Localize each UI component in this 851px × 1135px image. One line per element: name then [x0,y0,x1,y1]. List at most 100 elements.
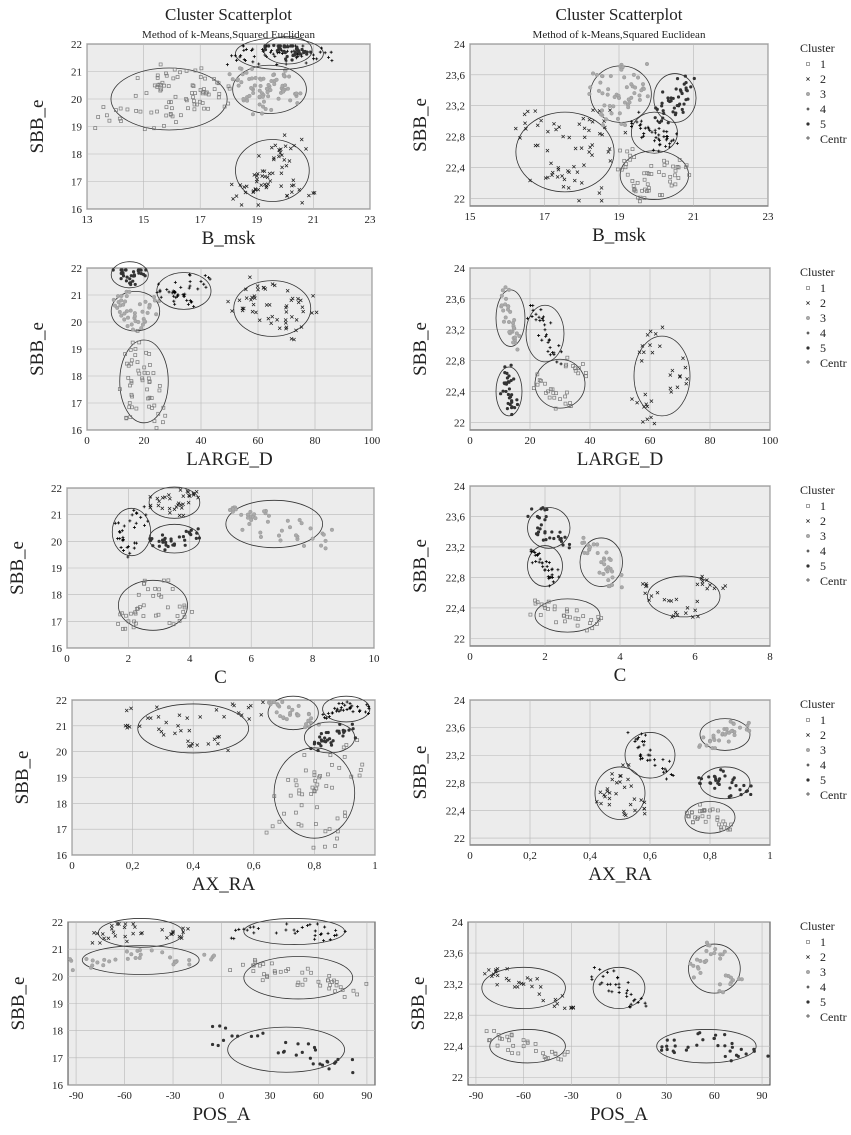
point-marker [300,54,304,58]
point-marker [146,519,150,523]
point-marker [284,163,289,168]
point-marker [674,111,678,115]
point-marker [265,519,270,524]
y-tick-label: 19 [51,563,63,575]
point-marker [681,110,685,114]
point-marker [252,512,257,517]
point-marker [122,548,126,552]
point-marker [548,536,552,540]
y-tick-label: 23,6 [444,948,464,960]
point-marker [240,308,245,313]
point-marker [121,538,125,542]
point-marker [330,763,334,767]
point-marker [179,936,184,940]
point-marker [626,981,630,985]
point-marker [608,108,612,113]
point-marker [187,493,191,498]
y-tick-label: 22 [51,483,62,495]
point-marker [165,935,169,940]
point-marker [563,535,567,539]
point-marker [716,738,722,743]
point-marker [270,171,275,176]
point-marker [661,173,666,177]
point-marker [742,783,746,788]
point-marker [588,621,592,625]
point-marker [292,143,296,148]
point-marker [598,790,603,795]
y-tick-label: 22 [454,833,465,845]
point-marker [561,184,566,189]
point-marker [294,810,298,815]
point-marker [666,98,671,103]
point-marker [267,44,271,48]
point-marker [167,955,173,960]
point-marker [145,387,149,392]
point-marker [119,271,123,275]
point-marker [123,352,128,356]
point-marker [250,309,255,314]
point-marker [713,1033,718,1037]
point-marker [530,984,534,989]
point-marker [492,1029,496,1033]
y-tick-label: 18 [51,590,63,602]
point-marker [270,282,275,287]
point-marker [540,316,544,320]
y-tick-label: 24 [454,695,466,707]
point-marker [203,274,207,278]
point-marker [119,545,123,549]
point-marker [135,360,140,364]
legend-marker [806,360,810,364]
point-marker [182,605,187,610]
point-marker [167,290,171,294]
point-marker [226,101,231,106]
point-marker [67,957,73,962]
point-marker [252,55,256,59]
point-marker [579,181,584,185]
point-marker [633,85,638,90]
point-marker [640,136,644,140]
point-marker [186,500,191,505]
point-marker [707,775,711,779]
y-tick-label: 23,6 [446,511,466,523]
point-marker [187,957,192,963]
point-marker [283,83,288,88]
y-tick-label: 22,4 [446,162,466,174]
y-tick-label: 18 [71,371,83,383]
point-marker [215,735,220,740]
point-marker [673,610,678,615]
cluster-outline [111,507,152,557]
point-marker [304,61,308,65]
point-marker [90,963,95,968]
point-marker [539,602,544,607]
point-marker [594,799,599,804]
x-tick-label: 21 [688,211,699,223]
point-marker [674,597,679,602]
point-marker [241,962,245,967]
point-marker [617,986,621,990]
point-marker [278,969,283,974]
point-marker [535,976,540,981]
point-marker [331,711,335,715]
point-marker [660,193,664,197]
point-marker [668,386,673,391]
point-marker [531,308,535,312]
y-tick-label: 19 [71,344,83,356]
point-marker [597,131,602,136]
point-marker [567,170,571,175]
point-marker [653,128,657,132]
point-marker [133,347,138,351]
point-marker [583,371,588,375]
point-marker [270,824,275,829]
point-marker [634,737,638,741]
point-marker [730,780,734,785]
point-marker [147,379,152,384]
point-marker [202,282,206,286]
point-marker [281,1050,286,1054]
point-marker [565,390,569,395]
x-tick-label: 80 [310,435,322,447]
point-marker [723,1033,727,1037]
x-tick-label: 0,8 [308,860,322,872]
point-marker [633,189,638,194]
point-marker [533,601,538,606]
point-marker [678,374,682,378]
